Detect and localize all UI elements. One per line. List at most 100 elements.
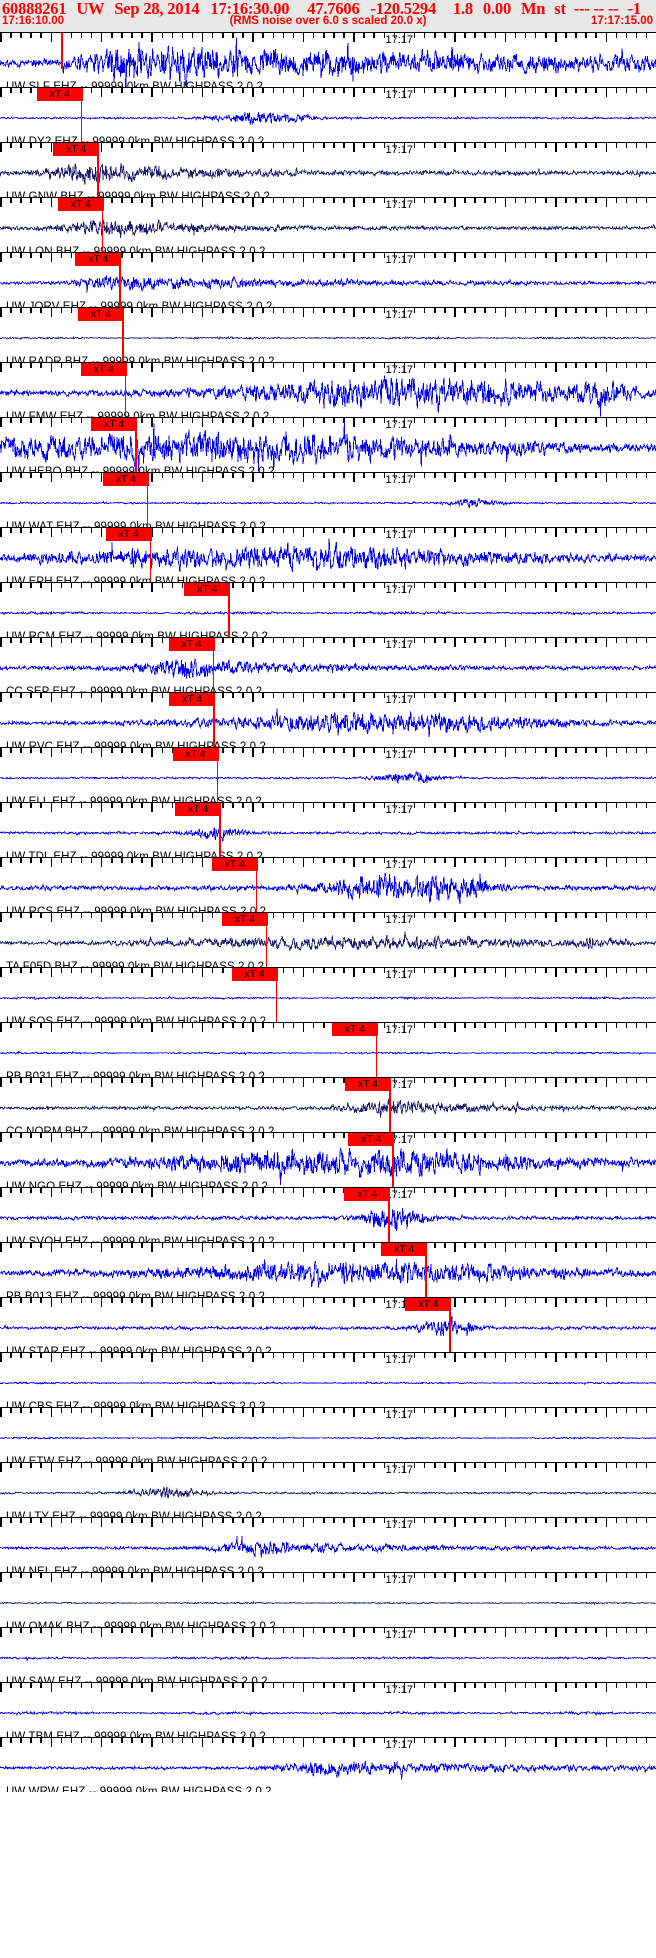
- trace-time-tag: 17:17: [385, 694, 413, 706]
- channel-label: UW STAR EHZ -- 99999.0km BW HIGHPASS 2.0…: [6, 1346, 272, 1352]
- waveform-trace: [0, 1535, 656, 1558]
- channel-label: UW LON BHZ -- 99999.0km BW HIGHPASS 2.0 …: [6, 246, 266, 252]
- trace-band[interactable]: 17:17 xT 4 UW STAR EHZ -- 99999.0km BW HIG…: [0, 1297, 656, 1352]
- trace-band[interactable]: 17:17 UW SLF EHZ -- 99999.0km BW HIGHPASS…: [0, 32, 656, 87]
- magnitude: 0.00: [482, 0, 511, 18]
- waveform-trace: [0, 497, 656, 509]
- trace-band[interactable]: 17:17 xT 4 TA F05D BHZ -- 99999.0km BW HIG…: [0, 912, 656, 967]
- waveform-trace: [0, 770, 656, 784]
- trace-time-tag: 17:17: [385, 1574, 413, 1586]
- channel-label: UW NGO EHZ -- 99999.0km BW HIGHPASS 2.0 …: [6, 1181, 269, 1187]
- trace-time-tag: 17:17: [385, 1299, 413, 1311]
- trace-time-tag: 17:17: [385, 1519, 413, 1531]
- trace-band[interactable]: 17:17 UW SAW EHZ -- 99999.0km BW HIGHPASS…: [0, 1627, 656, 1682]
- trace-band[interactable]: 17:17 xT 4 CC SEP EHZ -- 99999.0km BW HIGH…: [0, 637, 656, 692]
- quality-flag: st: [554, 0, 566, 18]
- trace-time-tag: 17:17: [385, 584, 413, 596]
- waveform-trace: [0, 1099, 656, 1118]
- waveform-trace: [0, 1710, 656, 1717]
- waveform-trace: [0, 335, 656, 340]
- waveform-trace: [0, 1760, 656, 1780]
- trace-time-tag: 17:17: [385, 914, 413, 926]
- trace-stack: 17:17 UW SLF EHZ -- 99999.0km BW HIGHPASS…: [0, 32, 656, 1792]
- channel-label: PB B013 EHZ -- 99999.0km BW HIGHPASS 2.0…: [6, 1291, 266, 1297]
- waveform-trace: [0, 375, 656, 417]
- trace-time-tag: 17:17: [385, 144, 413, 156]
- waveform-trace: [0, 1655, 656, 1662]
- channel-label: CC NORM BHZ -- 99999.0km BW HIGHPASS 2.0…: [6, 1126, 275, 1132]
- waveform-trace: [0, 827, 656, 842]
- trace-time-tag: 17:17: [385, 364, 413, 376]
- trace-band[interactable]: 17:17 UW WRW EHZ -- 99999.0km BW HIGHPASS…: [0, 1737, 656, 1792]
- header-dashes: --- -- --: [573, 0, 619, 18]
- channel-label: UW TBM EHZ -- 99999.0km BW HIGHPASS 2.0 …: [6, 1731, 266, 1737]
- trace-time-tag: 17:17: [385, 969, 413, 981]
- channel-label: UW NEL EHZ -- 99999.0km BW HIGHPASS 2.0 …: [6, 1566, 264, 1572]
- trace-band[interactable]: 17:17 xT 4 UW SVOH EHZ -- 99999.0km BW HIG…: [0, 1187, 656, 1242]
- waveform-trace: [0, 275, 656, 293]
- waveform-trace: [0, 1485, 656, 1499]
- trace-band[interactable]: 17:17 UW LTY EHZ -- 99999.0km BW HIGHPASS…: [0, 1462, 656, 1517]
- waveform-trace: [0, 708, 656, 738]
- trace-band[interactable]: 17:17 xT 4 UW SQS EHZ -- 99999.0km BW HIGH…: [0, 967, 656, 1022]
- trace-band[interactable]: 17:17 xT 4 UW RCS EHZ -- 99999.0km BW HIGH…: [0, 857, 656, 912]
- trace-time-tag: 17:17: [385, 859, 413, 871]
- origin-time: 17:16:30.00: [210, 0, 290, 18]
- trace-band[interactable]: 17:17 UW CBS EHZ -- 99999.0km BW HIGHPASS…: [0, 1352, 656, 1407]
- channel-label: UW LTY EHZ -- 99999.0km BW HIGHPASS 2.0 …: [6, 1511, 262, 1517]
- trace-band[interactable]: 17:17 UW TBM EHZ -- 99999.0km BW HIGHPASS…: [0, 1682, 656, 1737]
- trace-band[interactable]: 17:17 xT 4 UW JORV EHZ -- 99999.0km BW HIG…: [0, 252, 656, 307]
- trace-band[interactable]: 17:17 xT 4 UW FMW EHZ -- 99999.0km BW HIGH…: [0, 362, 656, 417]
- trace-band[interactable]: 17:17 UW ETW EHZ -- 99999.0km BW HIGHPASS…: [0, 1407, 656, 1462]
- trace-band[interactable]: 17:17 xT 4 UW NGO EHZ -- 99999.0km BW HIGH…: [0, 1132, 656, 1187]
- trace-band[interactable]: 17:17 xT 4 UW GNW BHZ -- 99999.0km BW HIGH…: [0, 142, 656, 197]
- trace-time-tag: 17:17: [385, 1134, 413, 1146]
- trace-band[interactable]: 17:17 xT 4 UW EPH EHZ -- 99999.0km BW HIGH…: [0, 527, 656, 582]
- trace-band[interactable]: 17:17 xT 4 UW RCM EHZ -- 99999.0km BW HIGH…: [0, 582, 656, 637]
- trace-band[interactable]: 17:17 xT 4 PB B031 EHZ -- 99999.0km BW HIG…: [0, 1022, 656, 1077]
- waveform-trace: [0, 420, 656, 472]
- channel-label: UW WRW EHZ -- 99999.0km BW HIGHPASS 2.0 …: [6, 1786, 272, 1792]
- trace-band[interactable]: 17:17 xT 4 UW TDL EHZ -- 99999.0km BW HIGH…: [0, 802, 656, 857]
- channel-label: UW SAW EHZ -- 99999.0km BW HIGHPASS 2.0 …: [6, 1676, 268, 1682]
- trace-band[interactable]: 17:17 xT 4 UW RADR BHZ -- 99999.0km BW HIG…: [0, 307, 656, 362]
- trace-time-tag: 17:17: [385, 804, 413, 816]
- trace-time-tag: 17:17: [385, 1079, 413, 1091]
- longitude: -120.5294: [370, 0, 437, 18]
- channel-label: UW CBS EHZ -- 99999.0km BW HIGHPASS 2.0 …: [6, 1401, 266, 1407]
- waveform-trace: [0, 994, 656, 1001]
- channel-label: UW SQS EHZ -- 99999.0km BW HIGHPASS 2.0 …: [6, 1016, 267, 1022]
- trace-band[interactable]: 17:17 xT 4 PB B013 EHZ -- 99999.0km BW HIG…: [0, 1242, 656, 1297]
- waveform-trace: [0, 219, 656, 238]
- waveform-trace: [0, 658, 656, 679]
- window-end-time: 17:17:15.00: [590, 15, 653, 27]
- trace-band[interactable]: 17:17 UW NEL EHZ -- 99999.0km BW HIGHPASS…: [0, 1517, 656, 1572]
- channel-label: UW RCS EHZ -- 99999.0km BW HIGHPASS 2.0 …: [6, 906, 267, 912]
- event-date: Sep 28, 2014: [114, 0, 200, 18]
- channel-label: UW RCM EHZ -- 99999.0km BW HIGHPASS 2.0 …: [6, 631, 269, 637]
- event-header: 60888261 UW Sep 28, 2014 17:16:30.00 47.…: [0, 0, 656, 32]
- waveform-trace: [0, 1146, 656, 1185]
- trace-time-tag: 17:17: [385, 1684, 413, 1696]
- channel-label: UW SLF EHZ -- 99999.0km BW HIGHPASS 2.0 …: [6, 81, 263, 87]
- channel-label: UW HEBO BHZ -- 99999.0km BW HIGHPASS 2.0…: [6, 466, 275, 472]
- magnitude-type: Mn: [520, 0, 546, 18]
- trace-band[interactable]: 17:17 UW QMAK BHZ -- 99999.0km BW HIGHPAS…: [0, 1572, 656, 1627]
- trace-band[interactable]: 17:17 xT 4 UW WAT EHZ -- 99999.0km BW HIGH…: [0, 472, 656, 527]
- rms-note: (RMS noise over 6.0 s scaled 20.0 x): [229, 15, 427, 27]
- trace-band[interactable]: 17:17 xT 4 CC NORM BHZ -- 99999.0km BW HIG…: [0, 1077, 656, 1132]
- trace-band[interactable]: 17:17 xT 4 UW LON BHZ -- 99999.0km BW HIGH…: [0, 197, 656, 252]
- trace-band[interactable]: 17:17 xT 4 UW ELL EHZ -- 99999.0km BW HIGH…: [0, 747, 656, 802]
- trace-time-tag: 17:17: [385, 1354, 413, 1366]
- waveform-trace: [0, 1380, 656, 1386]
- waveform-trace: [0, 1600, 656, 1606]
- channel-label: TA F05D BHZ -- 99999.0km BW HIGHPASS 2.0…: [6, 961, 265, 967]
- network-code: UW: [76, 0, 105, 18]
- trace-band[interactable]: 17:17 xT 4 UW HEBO BHZ -- 99999.0km BW HIG…: [0, 417, 656, 472]
- trace-band[interactable]: 17:17 xT 4 UW DY2 EHZ -- 99999.0km BW HIGH…: [0, 87, 656, 142]
- waveform-trace: [0, 37, 656, 87]
- window-start-time: 17:16:10.00: [2, 15, 65, 27]
- waveform-trace: [0, 538, 656, 573]
- trace-time-tag: 17:17: [385, 199, 413, 211]
- trace-band[interactable]: 17:17 xT 4 UW RVC EHZ -- 99999.0km BW HIGH…: [0, 692, 656, 747]
